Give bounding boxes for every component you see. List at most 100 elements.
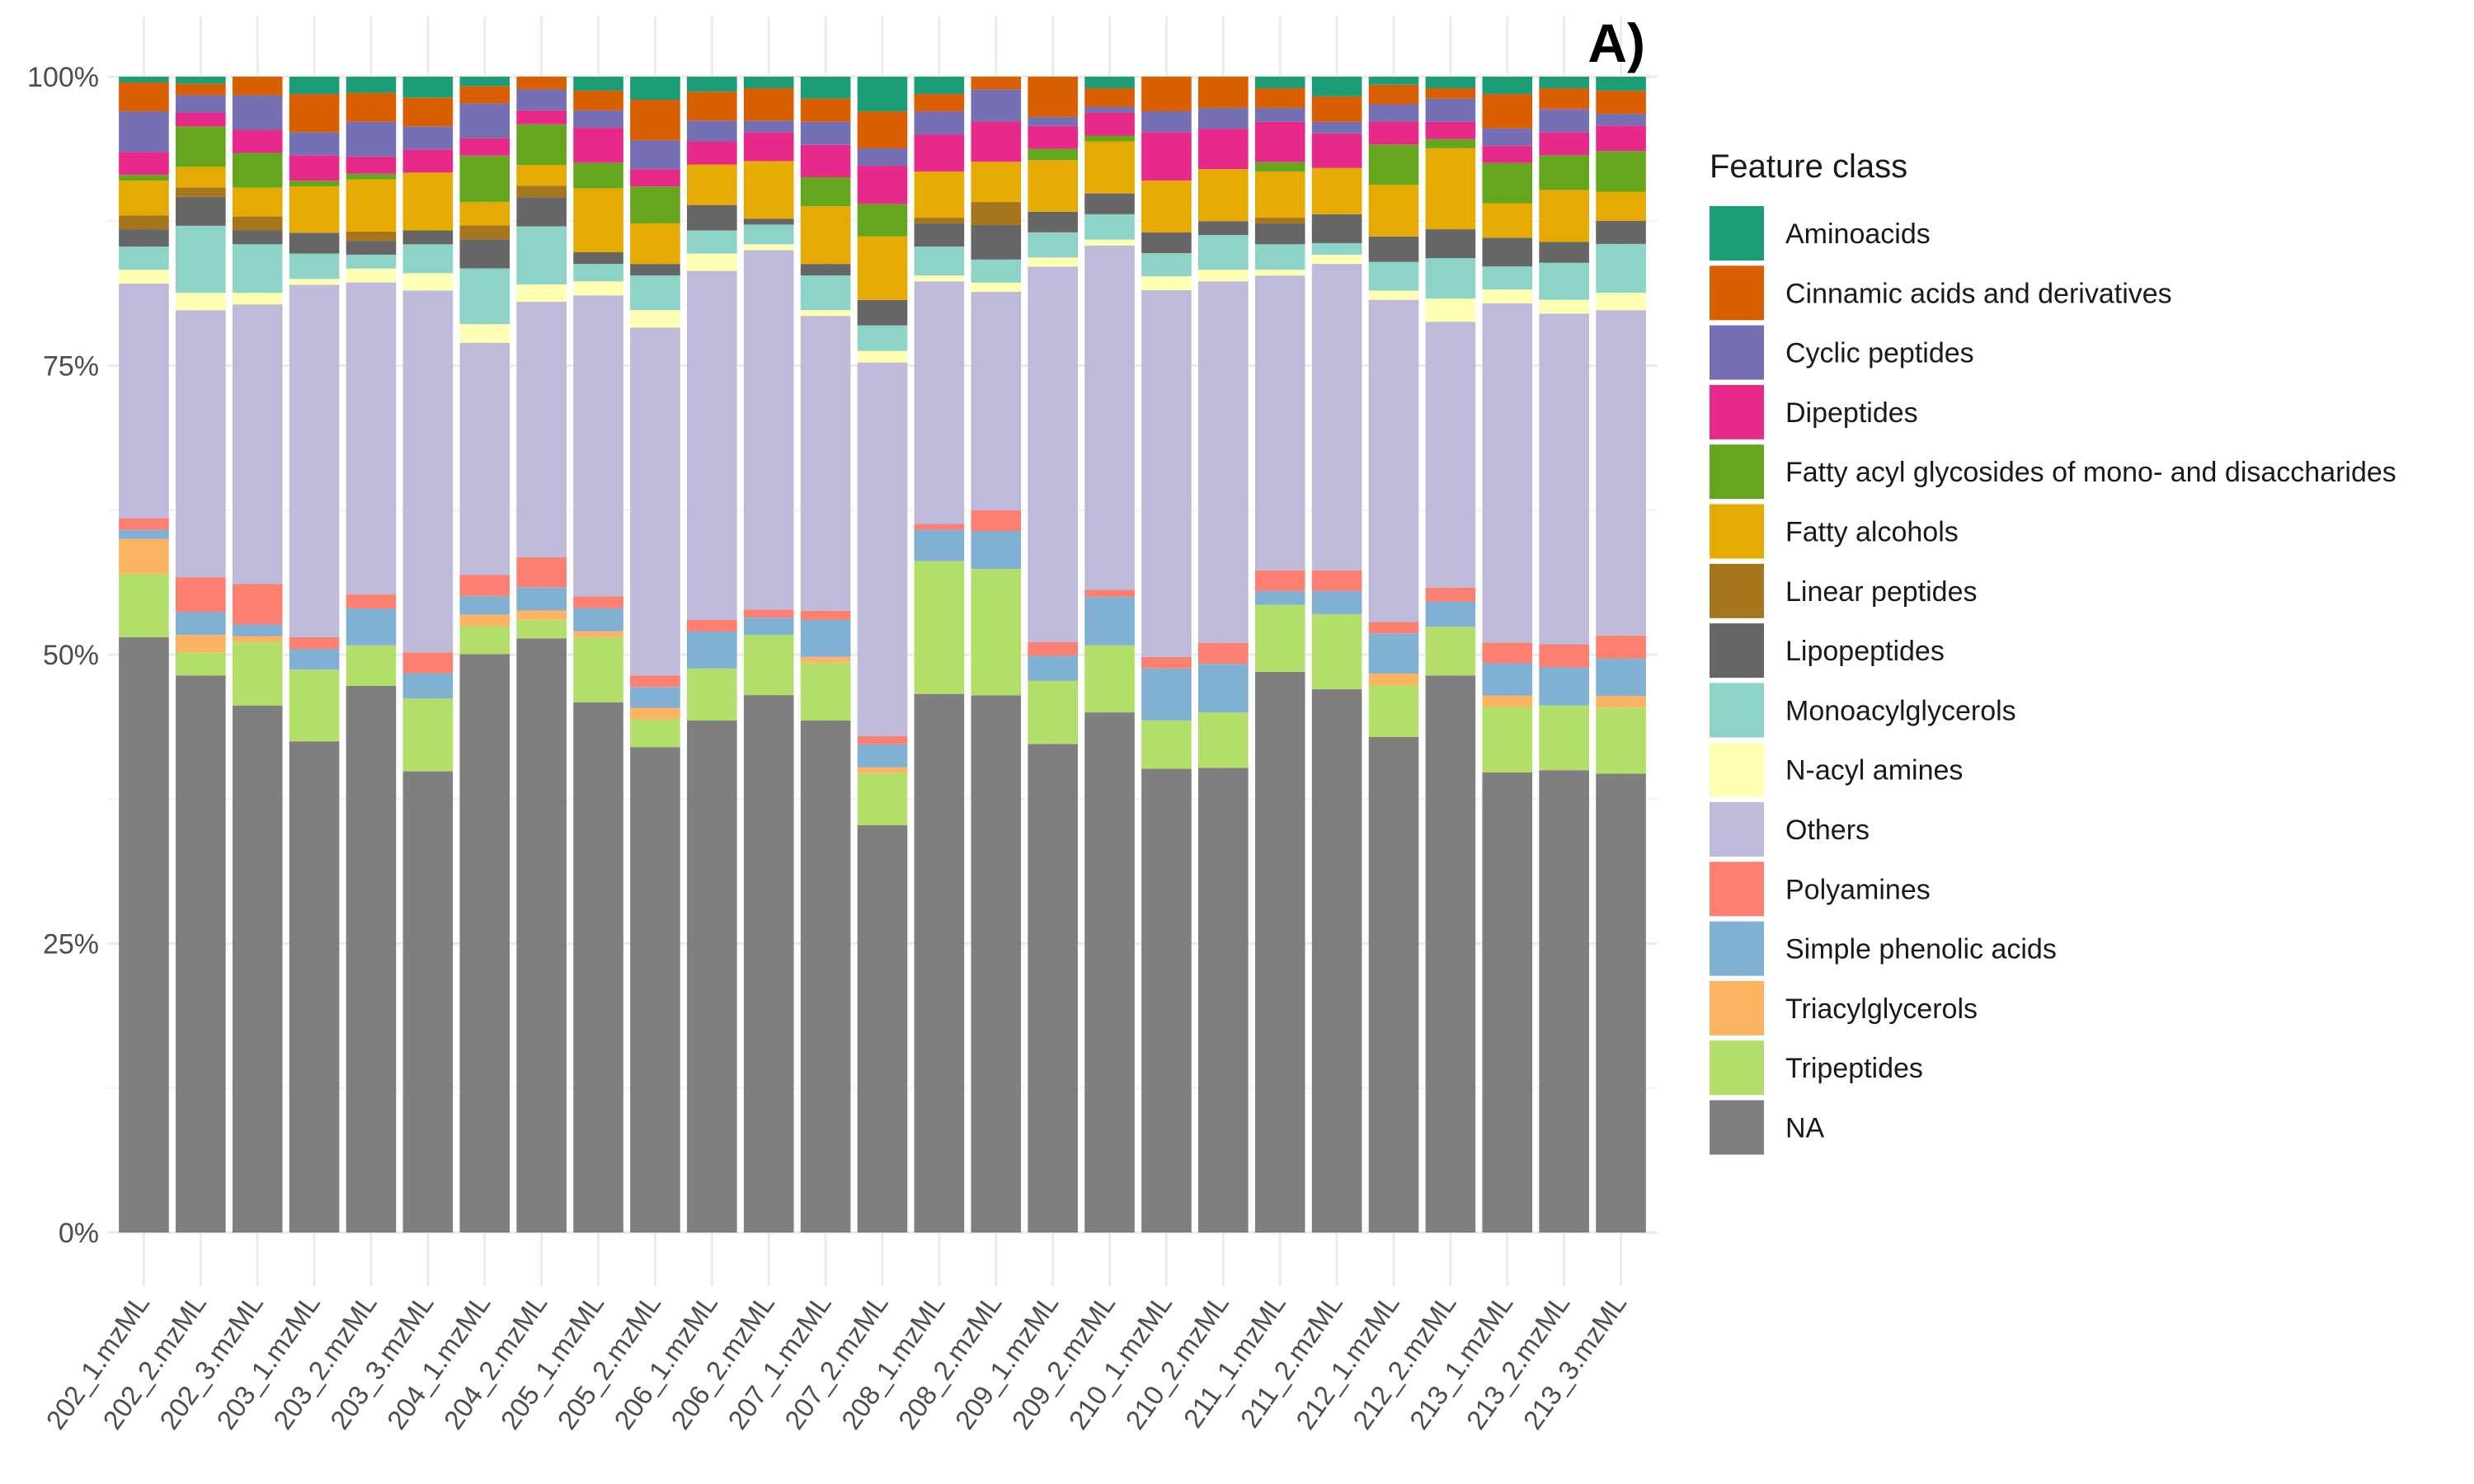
bar-segment <box>1539 132 1589 156</box>
bar-segment <box>289 155 340 181</box>
y-tick-label: 100% <box>27 62 99 93</box>
bar-segment <box>232 584 283 625</box>
bar-segment <box>1539 77 1589 89</box>
bar-segment <box>1482 145 1533 163</box>
bar-segment <box>1198 270 1249 282</box>
legend-swatch <box>1710 325 1764 380</box>
bar-segment <box>971 259 1022 283</box>
bar-segment <box>800 316 851 611</box>
bar-segment <box>743 609 794 618</box>
bar-segment <box>800 264 851 276</box>
bar-segment <box>289 648 340 670</box>
bar-segment <box>289 186 340 233</box>
bar-segment <box>1084 141 1135 194</box>
bar-segment <box>914 94 965 112</box>
legend-swatch <box>1710 980 1764 1036</box>
bar-segment <box>857 299 908 326</box>
bar-segment <box>516 89 567 110</box>
bar-segment <box>857 77 908 112</box>
bar-segment <box>630 275 680 311</box>
legend-swatch <box>1710 384 1764 439</box>
bar-segment <box>119 181 169 216</box>
bar-segment <box>1254 88 1305 108</box>
bar-segment <box>630 687 680 708</box>
bar-segment <box>232 624 283 636</box>
bar-segment <box>232 153 283 188</box>
bar-segment <box>1141 656 1192 669</box>
bar-segment <box>800 206 851 265</box>
bar-segment <box>516 226 567 284</box>
bar-segment <box>1425 88 1476 99</box>
bar-segment <box>857 148 908 167</box>
bar-segment <box>1368 236 1419 262</box>
bar-segment <box>1368 674 1419 685</box>
bar-segment <box>630 223 680 265</box>
bar-segment <box>687 204 737 231</box>
legend-label: Cinnamic acids and derivatives <box>1785 278 2172 309</box>
legend-label: NA <box>1785 1113 1825 1144</box>
bar-segment <box>459 324 510 343</box>
bar-segment <box>1254 121 1305 162</box>
bar-segment <box>459 239 510 269</box>
bar-segment <box>1425 258 1476 299</box>
bar-segment <box>914 524 965 530</box>
bar-segment <box>1368 290 1419 300</box>
bar-segment <box>1311 77 1362 96</box>
bar-segment <box>119 215 169 230</box>
legend: Feature class Aminoacids Cinnamic acids a… <box>1710 148 2396 1155</box>
bar-segment <box>573 264 623 282</box>
bar-segment <box>1084 135 1135 142</box>
bar-segment <box>743 224 794 245</box>
legend-swatch <box>1710 206 1764 261</box>
bar-segment <box>232 77 283 96</box>
bar-segment <box>630 140 680 170</box>
bar-segment <box>1084 239 1135 246</box>
bar-segment <box>1539 155 1589 190</box>
bar-segment <box>402 77 454 98</box>
bar-segment <box>1028 744 1078 1233</box>
bar-segment <box>1028 680 1078 744</box>
bar-segment <box>289 132 340 156</box>
bar-segment <box>1254 590 1305 605</box>
bar-segment <box>1368 736 1419 1233</box>
bar-segment <box>176 225 226 294</box>
bar-segment <box>459 614 510 627</box>
bar-segment <box>119 82 169 112</box>
bar-segment <box>176 577 226 613</box>
bar-segment <box>1425 229 1476 259</box>
bar-segment <box>176 77 226 84</box>
bar-segment <box>289 284 340 637</box>
bar-segment <box>914 693 965 1233</box>
bar-segment <box>857 204 908 237</box>
bar-segment <box>573 281 623 296</box>
bar-segment <box>289 279 340 285</box>
bar-segment <box>1198 281 1249 643</box>
bar-segment <box>459 155 510 203</box>
bar-segment <box>1198 664 1249 713</box>
bar-segment <box>459 595 510 615</box>
bar-segment <box>1596 707 1646 774</box>
bar-segment <box>346 282 397 595</box>
bar-segment <box>1141 720 1192 769</box>
bar-segment <box>1028 148 1078 161</box>
bar-segment <box>1539 262 1589 300</box>
bar-segment <box>516 619 567 639</box>
legend-label: Dipeptides <box>1785 397 1918 429</box>
bar-segment <box>971 77 1022 90</box>
y-tick-label: 75% <box>43 351 99 383</box>
bar-segment <box>573 702 623 1233</box>
bar-segment <box>1028 641 1078 656</box>
bar-segment <box>971 121 1022 162</box>
bar-segment <box>971 510 1022 532</box>
bar-segment <box>459 268 510 325</box>
bar-segment <box>1254 77 1305 89</box>
bar-segment <box>459 225 510 240</box>
bar-segment <box>176 167 226 188</box>
bar-segment <box>914 134 965 171</box>
bar-segment <box>1311 167 1362 214</box>
bar-segment <box>232 187 283 217</box>
bar-segment <box>1425 587 1476 602</box>
bar-segment <box>573 77 623 91</box>
bar-segment <box>857 325 908 351</box>
bar-segment <box>687 720 737 1233</box>
